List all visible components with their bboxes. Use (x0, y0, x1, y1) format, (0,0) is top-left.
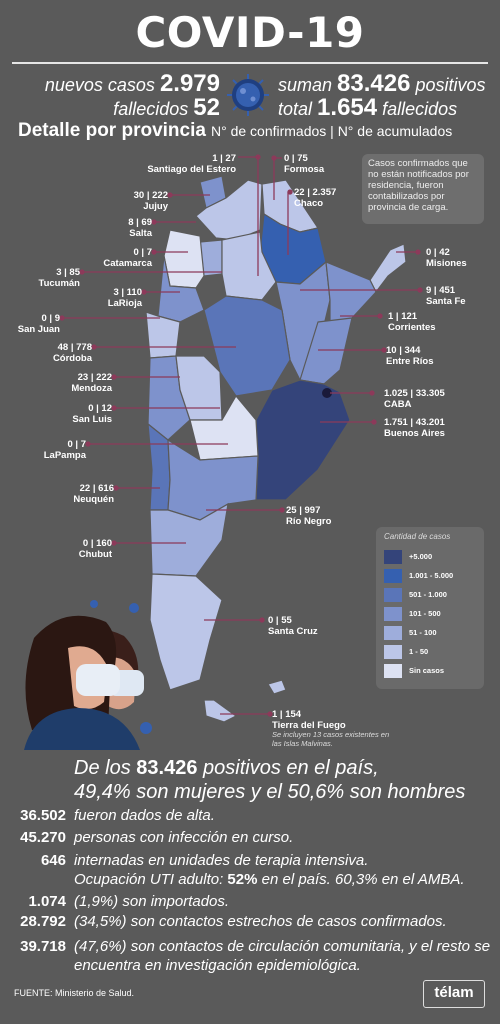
label-tierradelfuego: 1 | 154 Tierra del Fuego Se incluyen 13 c… (272, 709, 390, 748)
legend-swatch (384, 606, 402, 621)
total-deaths-stat: total 1.654 fallecidos (278, 94, 458, 121)
stat-row: 39.718 (47,6%) son contactos de circulaci… (20, 938, 491, 974)
legend-label: +5.000 (409, 552, 433, 561)
legend-swatch (384, 644, 402, 659)
label-santacruz: 0 | 55 Santa Cruz (268, 615, 318, 637)
total-positives-stat: suman 83.426 positivos (278, 70, 486, 97)
page-title: COVID-19 (135, 8, 365, 57)
province-catamarca (163, 229, 205, 289)
label-jujuy: 30 | 222 Jujuy (133, 190, 168, 212)
label-formosa: 0 | 75 Formosa (284, 153, 325, 175)
legend-item: +5.000 (384, 547, 476, 566)
legend-item: Sin casos (384, 661, 476, 680)
legend-swatch (384, 568, 402, 583)
deaths-stat: fallecidos 52 (113, 94, 220, 121)
legend-item: 1 - 50 (384, 642, 476, 661)
stat-row: 28.792 (34,5%) son contactos estrechos de… (20, 913, 447, 930)
islas-malvinas (267, 679, 287, 695)
province-santacruz (149, 573, 223, 691)
legend-swatch (384, 625, 402, 640)
legend-swatch (384, 549, 402, 564)
label-tucuman: 3 | 85 Tucumán (38, 267, 80, 289)
detail-heading: Detalle por provincia N° de confirmados … (18, 120, 453, 141)
legend-label: Sin casos (409, 666, 445, 675)
label-entrerios: 10 | 344 Entre Ríos (386, 345, 434, 367)
legend-label: 501 - 1.000 (409, 590, 447, 599)
legend-item: 501 - 1.000 (384, 585, 476, 604)
source-text: FUENTE: Ministerio de Salud. (14, 988, 135, 998)
label-neuquen: 22 | 616 Neuquén (73, 483, 114, 505)
province-corrientes (325, 261, 377, 323)
gender-summary: De los 83.426 positivos en el país, 49,4… (74, 757, 466, 803)
label-corrientes: 1 | 121 Corrientes (388, 311, 436, 333)
legend-item: 51 - 100 (384, 623, 476, 642)
new-cases-stat: nuevos casos 2.979 (44, 70, 220, 97)
label-cordoba: 48 | 778 Córdoba (52, 342, 92, 364)
province-santiago (221, 231, 277, 301)
virus-icon (227, 74, 269, 116)
label-chaco: 22 | 2.357 Chaco (294, 187, 337, 209)
province-misiones (369, 243, 407, 294)
province-tierradelfuego (203, 699, 238, 723)
legend-label: 101 - 500 (409, 609, 441, 618)
label-sanluis: 0 | 12 San Luis (72, 403, 112, 425)
label-lapampa: 0 | 7 LaPampa (43, 439, 86, 461)
legend-label: 1 - 50 (409, 647, 429, 656)
stat-row: Ocupación UTI adulto: 52% en el país. 60… (74, 871, 465, 888)
legend-title: Cantidad de casos (384, 532, 451, 541)
stat-row: 45.270 personas con infección en curso. (20, 829, 294, 846)
legend-label: 51 - 100 (409, 628, 437, 637)
label-misiones: 0 | 42 Misiones (426, 247, 467, 269)
legend-label: 1.001 - 5.000 (409, 571, 454, 580)
label-mendoza: 23 | 222 Mendoza (71, 372, 112, 394)
legend-swatch (384, 663, 402, 678)
label-salta: 8 | 69 Salta (128, 217, 152, 239)
label-larioja: 3 | 110 LaRioja (107, 287, 142, 309)
telam-logo: télam (423, 980, 485, 1008)
stat-row: 36.502 fueron dados de alta. (20, 807, 215, 824)
label-caba: 1.025 | 33.305 CABA (384, 388, 445, 410)
legend: Cantidad de casos +5.000 1.001 - 5.000 501… (376, 527, 484, 689)
label-buenosaires: 1.751 | 43.201 Buenos Aires (384, 417, 445, 439)
province-buenosaires (255, 379, 351, 501)
argentina-map (59, 154, 423, 723)
legend-item: 1.001 - 5.000 (384, 566, 476, 585)
province-cordoba (203, 295, 291, 397)
masked-people-illustration (24, 600, 152, 750)
label-santiago: 1 | 27 Santiago del Estero (147, 153, 236, 175)
label-sanjuan: 0 | 9 San Juan (17, 313, 60, 335)
label-catamarca: 0 | 7 Catamarca (103, 247, 152, 269)
province-entrerios (299, 317, 353, 385)
caba-marker (322, 388, 332, 398)
label-chubut: 0 | 160 Chubut (78, 538, 112, 560)
province-salta (195, 179, 263, 241)
stat-row: 1.074 (1,9%) son importados. (28, 893, 230, 910)
label-rionegro: 25 | 997 Río Negro (286, 505, 332, 527)
leader-lines (59, 154, 423, 717)
stat-row: 646 internadas en unidades de terapia int… (40, 852, 369, 869)
divider (12, 62, 488, 64)
legend-swatch (384, 587, 402, 602)
note-box: Casos confirmados que no están notificad… (362, 154, 484, 224)
legend-item: 101 - 500 (384, 604, 476, 623)
label-santafe: 9 | 451 Santa Fe (426, 285, 466, 307)
